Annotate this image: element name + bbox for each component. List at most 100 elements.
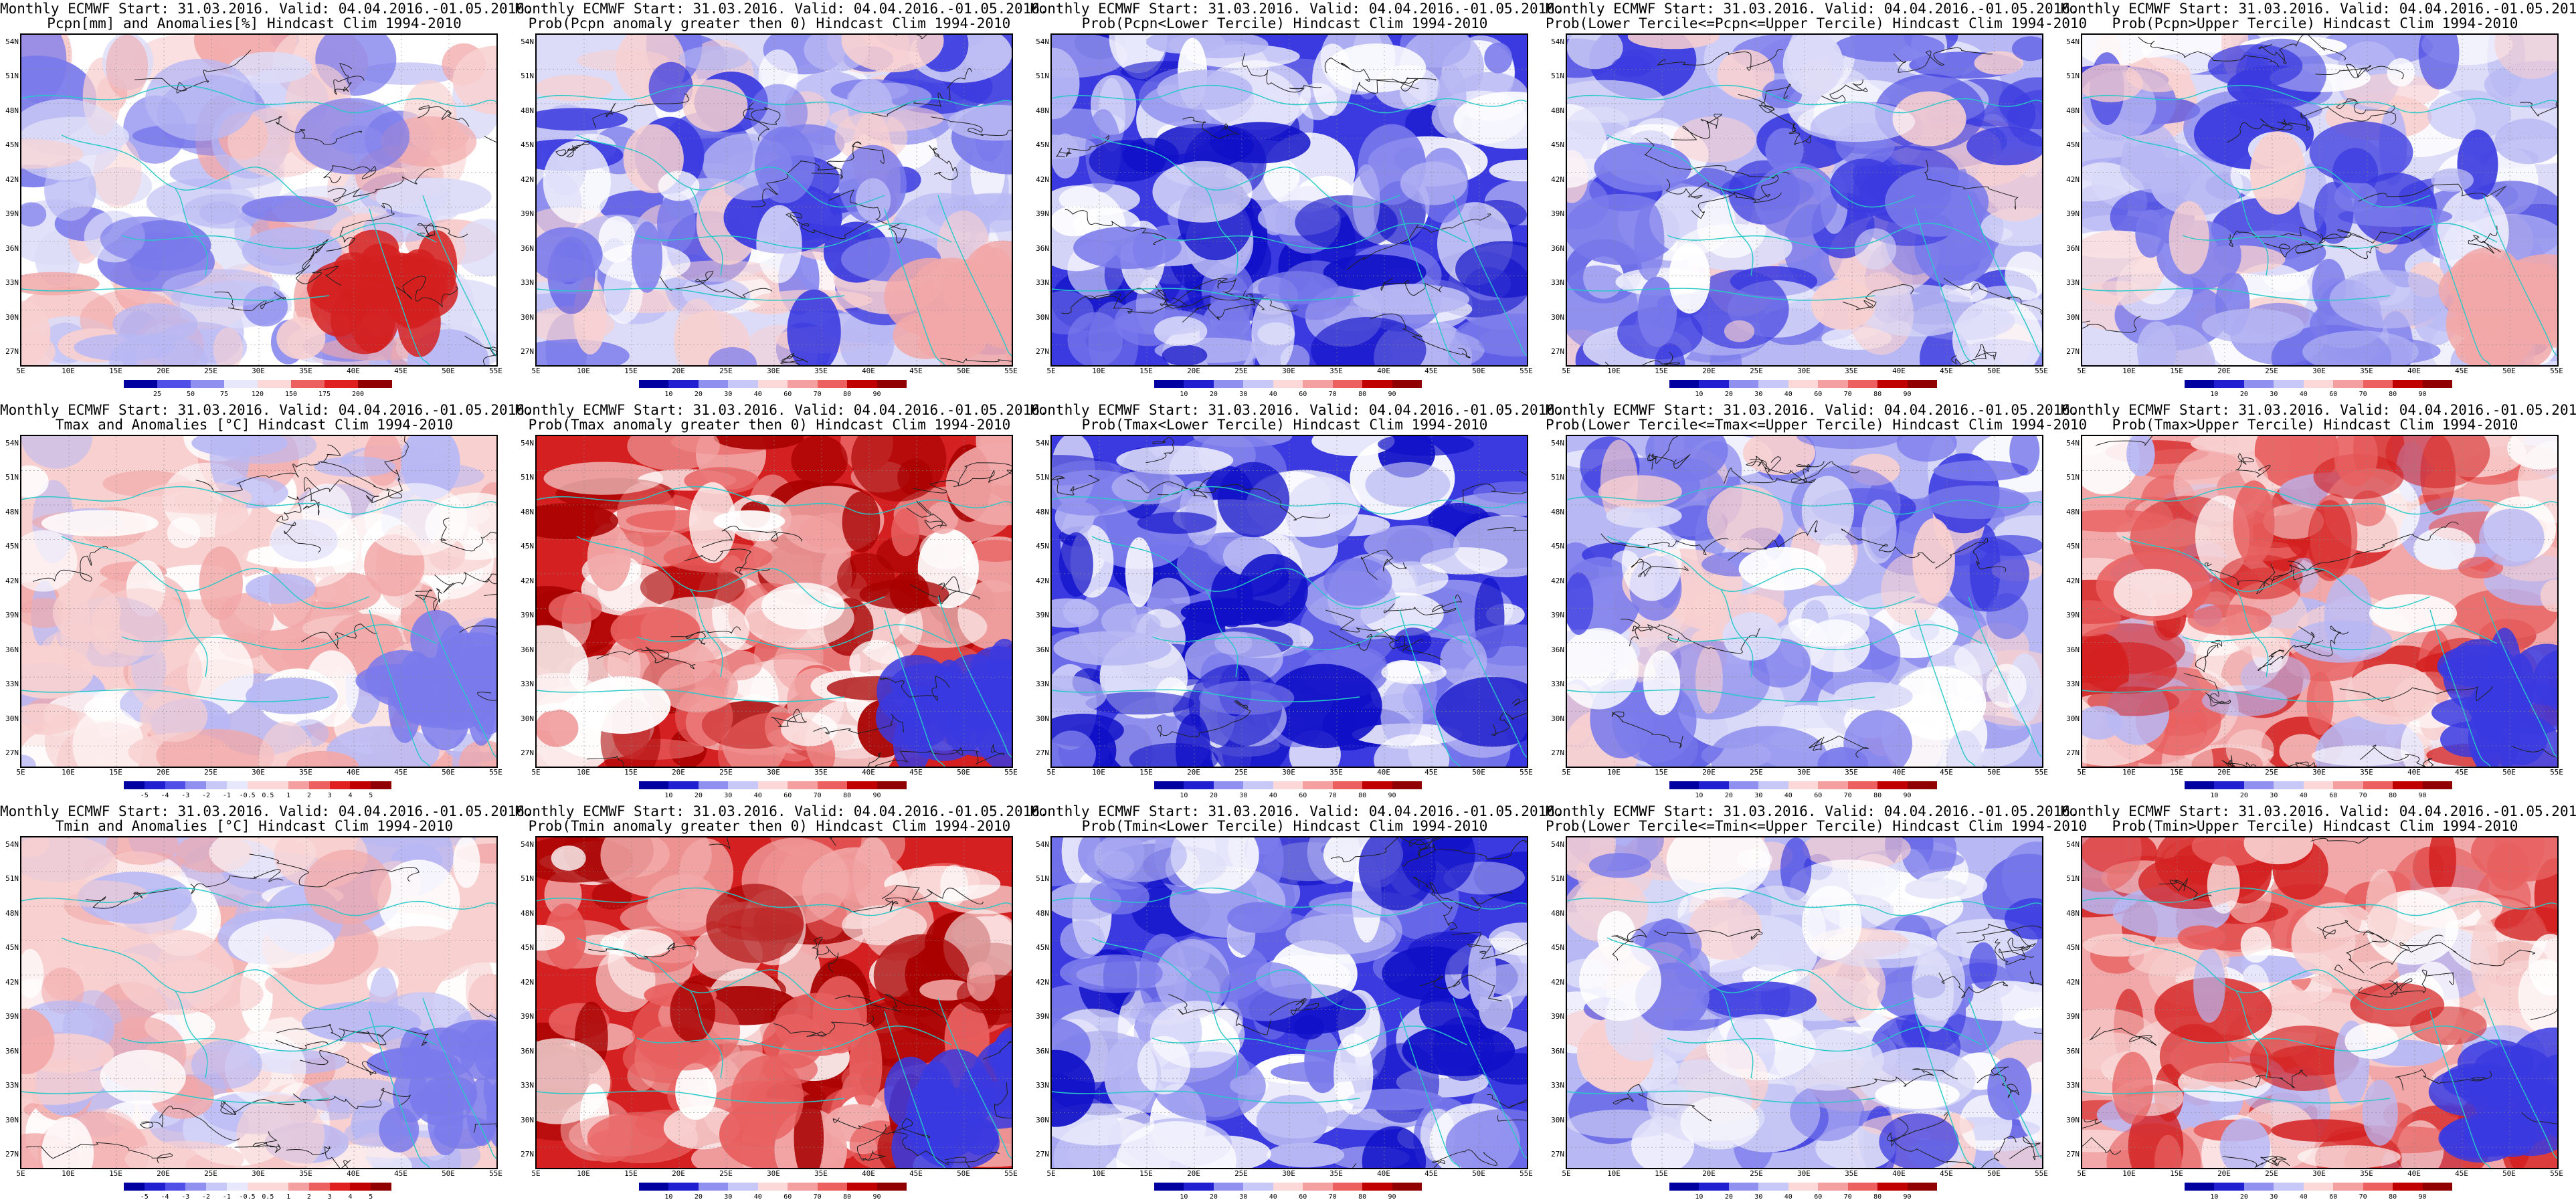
lon-tick-label: 50E	[957, 367, 970, 375]
field-patch	[60, 584, 90, 670]
colorbar-tick-label: 10	[664, 1193, 673, 1201]
lat-tick-label: 42N	[2066, 977, 2080, 987]
field-patch	[2351, 490, 2386, 526]
field-patch	[1380, 680, 1423, 748]
lat-tick-label: 45N	[2066, 943, 2080, 952]
colorbar-segment	[308, 1183, 331, 1191]
lat-tick-label: 39N	[2066, 611, 2080, 620]
field-patch	[2338, 205, 2453, 227]
colorbar-segment	[1392, 1183, 1422, 1191]
lon-tick-label: 25E	[719, 1169, 733, 1178]
colorbar-segment	[2274, 781, 2304, 789]
coastline	[1968, 596, 2042, 758]
lon-tick-label: 5E	[1562, 768, 1571, 777]
field-patch	[162, 269, 280, 308]
forecast-map	[20, 836, 498, 1169]
field-patch	[369, 967, 399, 1045]
panel-title-line1: Monthly ECMWF Start: 31.03.2016. Valid: …	[515, 803, 1048, 819]
coastline	[1453, 596, 1527, 758]
field-patch	[43, 880, 148, 908]
lon-tick-label: 35E	[1329, 1169, 1343, 1178]
field-patch	[1133, 229, 1164, 270]
coastline	[690, 188, 723, 276]
lat-tick-label: 48N	[1036, 908, 1049, 918]
colorbar-segment	[1303, 781, 1333, 789]
colorbar-tick-label: 4	[348, 1193, 353, 1201]
field-patch	[1811, 279, 1875, 330]
field-patch	[1304, 1029, 1342, 1094]
field-patch	[100, 1049, 186, 1104]
field-patch	[2113, 569, 2193, 617]
colorbar-tick-label: 90	[1388, 792, 1396, 799]
field-patch	[1152, 161, 1253, 223]
colorbar-segment	[329, 781, 351, 789]
lon-tick-label: 50E	[442, 367, 455, 375]
lon-tick-label: 10E	[62, 768, 75, 777]
field-patch	[2271, 1119, 2372, 1142]
field-patch	[1567, 627, 1639, 710]
lon-tick-label: 40E	[1892, 367, 1906, 375]
field-patch	[1063, 599, 1093, 625]
field-patch	[210, 436, 317, 464]
field-patch	[2129, 143, 2167, 183]
lat-tick-label: 36N	[521, 645, 534, 654]
lat-tick-label: 51N	[5, 874, 19, 884]
contour-line	[1412, 876, 1458, 931]
field-patch	[1801, 476, 1854, 546]
contour-line	[2345, 934, 2444, 974]
field-patch	[744, 589, 854, 648]
field-patch	[455, 218, 496, 277]
colorbar-tick-label: 80	[2389, 391, 2397, 398]
colorbar-segment	[2333, 1183, 2364, 1191]
lon-tick-label: 10E	[2122, 768, 2136, 777]
field-patch	[1394, 627, 1432, 655]
colorbar-tick-label: 30	[1754, 792, 1763, 799]
colorbar-segment	[788, 781, 818, 789]
field-patch	[2334, 181, 2378, 213]
field-patch	[21, 202, 47, 227]
coastline	[1052, 486, 1527, 515]
field-patch	[2473, 669, 2507, 735]
contour-line	[1420, 975, 1503, 1001]
contour-line	[477, 692, 496, 701]
field-patch	[1754, 163, 1838, 238]
contour-line	[953, 470, 1012, 488]
colorbar-segment	[1213, 380, 1244, 388]
colorbar-tick-label: 80	[1358, 391, 1367, 398]
field-patch	[1365, 462, 1451, 508]
contour-line	[2295, 241, 2379, 260]
lat-tick-label: 45N	[1551, 140, 1564, 150]
colorbar-tick-label: 80	[1873, 792, 1882, 799]
lat-tick-label: 54N	[521, 439, 534, 447]
colorbar-segment	[288, 1183, 310, 1191]
colorbar-segment	[2214, 1183, 2245, 1191]
field-patch	[967, 961, 996, 1001]
coastline	[636, 1025, 952, 1052]
lon-tick-label: 5E	[1046, 768, 1056, 777]
lon-tick-label: 15E	[1139, 367, 1153, 375]
field-patch	[791, 436, 848, 486]
forecast-map	[535, 836, 1013, 1169]
forecast-map	[1566, 836, 2043, 1169]
field-patch	[689, 482, 737, 564]
lon-tick-label: 20E	[1187, 367, 1200, 375]
field-patch	[286, 750, 359, 767]
lon-tick-label: 35E	[814, 367, 828, 375]
colorbar-segment	[728, 781, 759, 789]
contour-line	[670, 626, 741, 645]
contour-line	[1644, 137, 1790, 179]
map-svg	[537, 35, 1012, 365]
forecast-map	[20, 435, 498, 768]
field-patch	[21, 703, 79, 735]
colorbar	[1669, 1183, 1938, 1191]
coastline	[1968, 997, 2042, 1159]
field-patch	[2302, 330, 2419, 365]
colorbar-tick-label: 20	[1209, 1193, 1218, 1201]
colorbar-tick-label: 1	[286, 792, 291, 799]
coastline	[537, 887, 1012, 916]
lat-tick-label: 42N	[1551, 576, 1564, 585]
colorbar-tick-label: -4	[161, 1193, 169, 1201]
contour-line	[2222, 1156, 2290, 1168]
lon-tick-label: 10E	[577, 367, 590, 375]
contour-line	[473, 1123, 496, 1133]
